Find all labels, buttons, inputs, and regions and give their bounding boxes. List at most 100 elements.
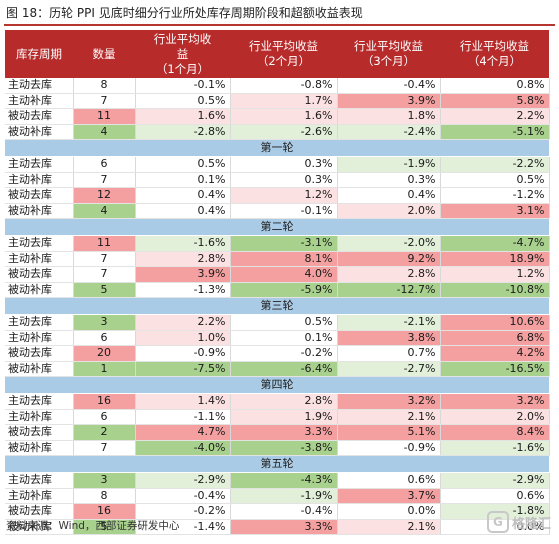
return-4m-cell: 2.0% <box>440 409 550 425</box>
return-1m-cell: -0.4% <box>135 488 231 504</box>
cycle-phase-cell: 被动补库 <box>5 282 74 298</box>
return-3m-cell: -2.4% <box>337 124 441 140</box>
watermark-logo-icon: G <box>486 511 509 533</box>
return-3m-cell: 3.8% <box>337 330 441 346</box>
return-2m-cell: 1.7% <box>230 93 338 109</box>
return-4m-cell: 2.2% <box>440 108 550 125</box>
cycle-phase-cell: 主动补库 <box>5 488 74 504</box>
return-1m-cell: 2.8% <box>135 251 231 267</box>
section-row: 第四轮 <box>5 376 549 394</box>
return-1m-cell: 0.1% <box>135 172 231 188</box>
return-1m-cell: 0.4% <box>135 187 231 204</box>
table-row: 主动补库 7 2.8% 8.1% 9.2% 18.9% <box>5 251 550 267</box>
table-row: 被动去库 12 0.4% 1.2% 0.4% -1.2% <box>5 187 550 204</box>
industry-count-cell: 4 <box>73 203 136 219</box>
inventory-cycle-table: 库存周期 数量 行业平均收 益 （1个月） 行业平均收益 （2个月） 行业平均收… <box>5 30 550 535</box>
return-2m-cell: 8.1% <box>230 251 338 267</box>
header-return-2m: 行业平均收益 （2个月） <box>230 30 337 78</box>
industry-count-cell: 6 <box>73 156 136 173</box>
return-1m-cell: 2.2% <box>135 314 231 331</box>
industry-count-cell: 6 <box>73 330 136 346</box>
table-row: 被动补库 4 -2.8% -2.6% -2.4% -5.1% <box>5 124 550 140</box>
title-rule <box>4 24 555 26</box>
return-1m-cell: 4.7% <box>135 424 231 441</box>
return-2m-cell: 1.6% <box>230 108 338 125</box>
industry-count-cell: 16 <box>73 393 136 410</box>
header-return-1m: 行业平均收 益 （1个月） <box>135 30 230 78</box>
table-row: 主动补库 7 0.5% 1.7% 3.9% 5.8% <box>5 93 550 109</box>
cycle-phase-cell: 被动补库 <box>5 203 74 219</box>
return-4m-cell: -2.2% <box>440 156 550 173</box>
return-3m-cell: 5.1% <box>337 424 441 441</box>
return-4m-cell: 8.4% <box>440 424 550 441</box>
return-3m-cell: 2.0% <box>337 203 441 219</box>
table-row: 被动去库 7 3.9% 4.0% 2.8% 1.2% <box>5 266 550 283</box>
cycle-phase-cell: 被动去库 <box>5 424 74 441</box>
industry-count-cell: 11 <box>73 235 136 252</box>
watermark-text: 格隆汇 <box>511 516 551 532</box>
cycle-phase-cell: 主动补库 <box>5 409 74 425</box>
return-3m-cell: -12.7% <box>337 282 441 298</box>
cycle-phase-cell: 被动去库 <box>5 187 74 204</box>
return-3m-cell: 2.1% <box>337 409 441 425</box>
section-title: 第一轮 <box>5 139 549 157</box>
return-4m-cell: 10.6% <box>440 314 550 331</box>
return-3m-cell: 0.3% <box>337 172 441 188</box>
return-4m-cell: -10.8% <box>440 282 550 298</box>
table-row: 被动补库 7 -4.0% -3.8% -0.9% -1.6% <box>5 440 550 456</box>
return-3m-cell: 0.6% <box>337 472 441 489</box>
industry-count-cell: 7 <box>73 172 136 188</box>
table-row: 被动去库 11 1.6% 1.6% 1.8% 2.2% <box>5 108 550 125</box>
return-1m-cell: -2.8% <box>135 124 231 140</box>
return-1m-cell: -4.0% <box>135 440 231 456</box>
return-2m-cell: 3.3% <box>230 519 338 535</box>
table-row: 被动去库 20 -0.9% -0.2% 0.7% 4.2% <box>5 345 550 362</box>
table-row: 被动去库 2 4.7% 3.3% 5.1% 8.4% <box>5 424 550 441</box>
return-3m-cell: 3.9% <box>337 93 441 109</box>
table-row: 主动去库 16 1.4% 2.8% 3.2% 3.2% <box>5 393 550 410</box>
return-3m-cell: -0.9% <box>337 440 441 456</box>
header-return-3m: 行业平均收益 （3个月） <box>337 30 440 78</box>
header-count: 数量 <box>73 30 135 78</box>
cycle-phase-cell: 被动补库 <box>5 361 74 377</box>
cycle-phase-cell: 被动去库 <box>5 345 74 362</box>
return-3m-cell: 2.1% <box>337 519 441 535</box>
table-row: 主动去库 6 0.5% 0.3% -1.9% -2.2% <box>5 156 550 173</box>
return-4m-cell: -1.2% <box>440 187 550 204</box>
return-3m-cell: 1.8% <box>337 108 441 125</box>
cycle-phase-cell: 主动去库 <box>5 393 74 410</box>
return-1m-cell: 0.5% <box>135 156 231 173</box>
return-1m-cell: -2.9% <box>135 472 231 489</box>
return-1m-cell: 1.0% <box>135 330 231 346</box>
section-row: 第五轮 <box>5 455 549 473</box>
return-4m-cell: 0.8% <box>440 78 550 94</box>
table-row: 被动去库 16 -0.2% -0.4% 0.0% -1.8% <box>5 503 550 520</box>
return-1m-cell: 3.9% <box>135 266 231 283</box>
section-row: 第二轮 <box>5 218 549 236</box>
return-4m-cell: -2.9% <box>440 472 550 489</box>
industry-count-cell: 7 <box>73 251 136 267</box>
return-2m-cell: 2.8% <box>230 393 338 410</box>
return-3m-cell: 3.7% <box>337 488 441 504</box>
return-3m-cell: -1.9% <box>337 156 441 173</box>
return-2m-cell: 4.0% <box>230 266 338 283</box>
cycle-phase-cell: 主动去库 <box>5 235 74 252</box>
return-3m-cell: 0.0% <box>337 503 441 520</box>
cycle-phase-cell: 主动补库 <box>5 330 74 346</box>
return-4m-cell: 0.0% <box>440 519 550 535</box>
return-3m-cell: 9.2% <box>337 251 441 267</box>
return-1m-cell: 0.4% <box>135 203 231 219</box>
return-2m-cell: 1.9% <box>230 409 338 425</box>
industry-count-cell: 8 <box>73 488 136 504</box>
watermark: G 格隆汇 <box>486 511 551 533</box>
return-1m-cell: -1.1% <box>135 409 231 425</box>
return-4m-cell: 3.2% <box>440 393 550 410</box>
return-3m-cell: 2.8% <box>337 266 441 283</box>
section-row: 第一轮 <box>5 139 549 157</box>
table-row: 被动补库 1 -7.5% -6.4% -2.7% -16.5% <box>5 361 550 377</box>
return-2m-cell: 1.2% <box>230 187 338 204</box>
industry-count-cell: 11 <box>73 108 136 125</box>
cycle-phase-cell: 被动补库 <box>5 440 74 456</box>
return-4m-cell: 0.5% <box>440 172 550 188</box>
industry-count-cell: 5 <box>73 282 136 298</box>
